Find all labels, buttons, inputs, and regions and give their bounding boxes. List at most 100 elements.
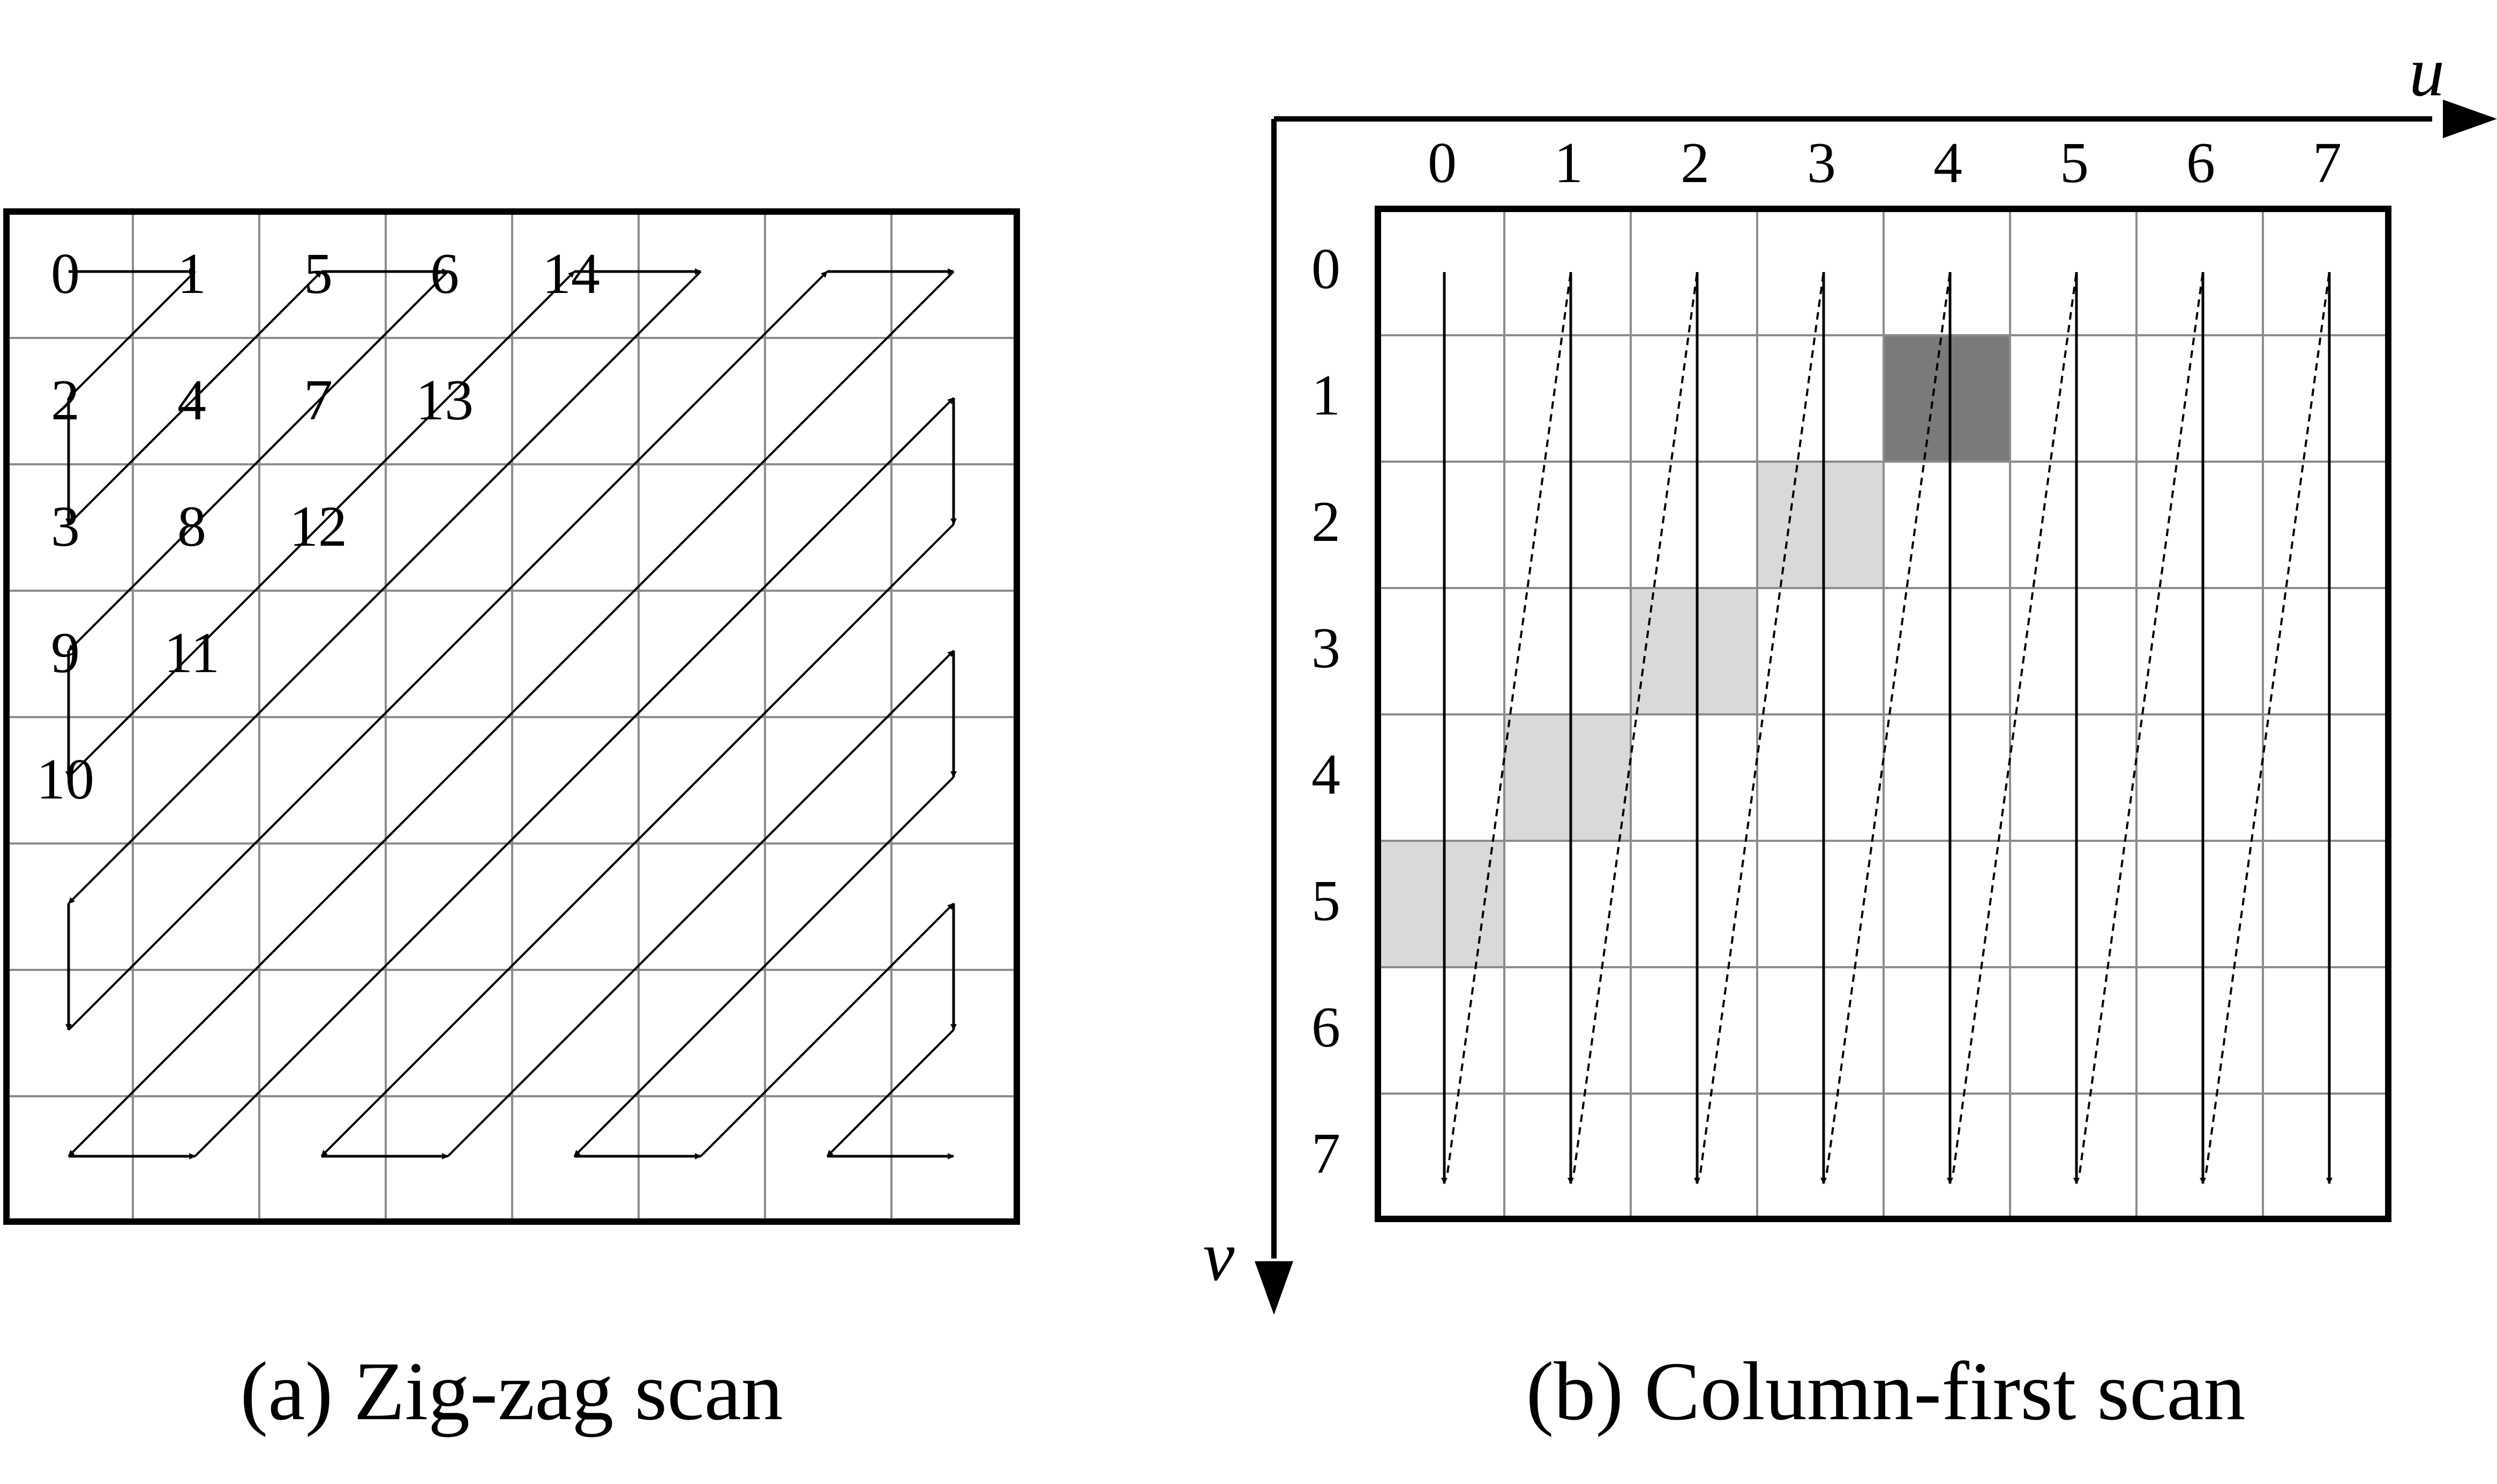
zigzag-diagonal-arrow [194, 1029, 323, 1157]
zigzag-panel: 0 1 5 6 14 2 4 7 13 3 8 12 9 11 10 (a) Zig-zag scan [3, 208, 1020, 1437]
zigzag-diagonal-arrow [700, 902, 828, 1031]
zigzag-cell-label: 3 [51, 495, 80, 559]
zigzag-diagonal-arrow [447, 1029, 575, 1157]
zigzag-cell-label: 8 [177, 495, 206, 559]
column-return-dashed-line [2205, 272, 2330, 1173]
v-axis-tick-label: 3 [1311, 616, 1340, 680]
zigzag-cell-label: 0 [51, 242, 80, 306]
zigzag-diagonal-arrow [700, 270, 828, 399]
zigzag-diagonal-arrow [826, 397, 955, 525]
column-return-dashed-line [1699, 272, 1825, 1173]
zigzag-diagonal-arrow [826, 650, 955, 778]
zigzag-grid-border [3, 208, 1020, 1225]
u-axis-label: u [2409, 32, 2444, 111]
zigzag-diagonal-arrow [700, 397, 828, 525]
zigzag-diagonal-arrow [447, 650, 575, 778]
u-axis-tick-label: 7 [2313, 131, 2342, 195]
v-axis-arrowhead [1255, 1261, 1293, 1315]
zigzag-diagonal-arrow [320, 1029, 449, 1157]
zigzag-cell-label: 9 [51, 621, 80, 685]
column-return-dashed-line [1952, 272, 2078, 1173]
v-axis-tick-label: 4 [1311, 743, 1340, 807]
zigzag-diagonal-arrow [826, 776, 955, 905]
zigzag-diagonal-arrow [573, 1029, 702, 1157]
zigzag-grid [6, 212, 1018, 1223]
v-axis-tick-label: 5 [1311, 869, 1340, 933]
u-axis-tick-label: 6 [2186, 131, 2215, 195]
column-return-dashed-line [1826, 272, 1951, 1173]
u-axis-tick-label: 4 [1933, 131, 1962, 195]
column-first-caption: (b) Column-first scan [1526, 1345, 2245, 1437]
zigzag-diagonal-arrow [447, 776, 575, 905]
column-return-dashed-line [2079, 272, 2204, 1173]
zigzag-diagonal-arrow [68, 650, 196, 778]
zigzag-diagonal-arrow [826, 523, 955, 652]
u-axis-tick-label: 0 [1428, 131, 1457, 195]
highlight-cell-light [1757, 462, 1884, 588]
zigzag-diagonal-arrow [320, 397, 449, 525]
column-return-dashed-line [1573, 272, 1698, 1173]
zigzag-diagonal-arrow [447, 397, 575, 525]
zigzag-diagonal-arrow [68, 270, 196, 399]
zigzag-cell-label: 12 [289, 495, 347, 559]
zigzag-caption: (a) Zig-zag scan [240, 1345, 783, 1437]
zigzag-diagonal-arrow [700, 1029, 828, 1157]
v-axis-tick-label: 6 [1311, 996, 1340, 1059]
zigzag-diagonal-arrow [68, 902, 196, 1031]
v-axis-tick-label: 2 [1311, 490, 1340, 554]
zigzag-cell-labels: 0 1 5 6 14 2 4 7 13 3 8 12 9 11 10 [36, 242, 600, 811]
zigzag-diagonal-arrow [447, 523, 575, 652]
zigzag-diagonal-arrow [194, 270, 323, 399]
column-first-panel: u v 0 1 2 3 4 5 6 7 0 1 2 3 4 5 6 7 (b) Column-first s… [1203, 32, 2497, 1437]
zigzag-cell-label: 14 [542, 242, 600, 306]
v-axis-label: v [1203, 1217, 1235, 1295]
zigzag-diagonal-arrow [320, 650, 449, 778]
zigzag-cell-label: 1 [177, 242, 206, 306]
zigzag-diagonal-arrow [573, 523, 702, 652]
zigzag-diagonal-arrow [826, 902, 955, 1031]
u-axis-tick-label: 1 [1554, 131, 1583, 195]
zigzag-diagonal-arrow [194, 776, 323, 905]
u-axis-tick-label: 2 [1681, 131, 1709, 195]
column-first-grid-border [1375, 206, 2391, 1222]
zigzag-diagonal-arrow [826, 270, 955, 399]
zigzag-diagonal-arrow [68, 1029, 196, 1157]
v-axis-tick-label: 7 [1311, 1122, 1340, 1186]
zigzag-diagonal-arrow [700, 650, 828, 778]
zigzag-diagonal-arrow [320, 523, 449, 652]
zigzag-diagonal-arrow [68, 397, 196, 525]
zigzag-diagonal-arrow [573, 776, 702, 905]
zigzag-diagonal-arrow [700, 776, 828, 905]
zigzag-diagonal-arrow [320, 776, 449, 905]
highlight-cell-dark [1884, 335, 2010, 462]
zigzag-cell-label: 6 [430, 242, 459, 306]
zigzag-diagonal-arrow [447, 270, 575, 399]
highlight-cell-light [1504, 714, 1631, 841]
column-first-grid [1378, 209, 2389, 1220]
zigzag-diagonal-arrow [194, 523, 323, 652]
zigzag-cell-label: 7 [304, 368, 333, 432]
zigzag-cell-label: 11 [164, 621, 220, 685]
column-scan-arrows [1441, 272, 2333, 1185]
zigzag-diagonal-arrow [700, 523, 828, 652]
zigzag-diagonal-arrow [573, 270, 702, 399]
zigzag-diagonal-arrow [194, 650, 323, 778]
u-axis-tick-label: 3 [1807, 131, 1836, 195]
zigzag-scan-path [65, 268, 957, 1159]
zigzag-cell-label: 10 [36, 748, 94, 811]
u-axis-tick-label: 5 [2060, 131, 2089, 195]
v-axis-tick-label: 1 [1311, 364, 1340, 427]
u-axis-arrowhead [2443, 100, 2497, 138]
zigzag-diagonal-arrow [826, 1029, 955, 1157]
v-axis-tick-label: 0 [1311, 237, 1340, 301]
zigzag-cell-label: 13 [416, 368, 474, 432]
zigzag-diagonal-arrow [68, 776, 196, 905]
zigzag-diagonal-arrow [573, 902, 702, 1031]
column-return-dashed-line [1446, 272, 1572, 1173]
zigzag-diagonal-arrow [68, 523, 196, 652]
highlight-cell-light [1631, 588, 1757, 714]
highlighted-cells [1378, 335, 2010, 967]
zigzag-cell-label: 5 [304, 242, 333, 306]
zigzag-cell-label: 2 [51, 368, 80, 432]
